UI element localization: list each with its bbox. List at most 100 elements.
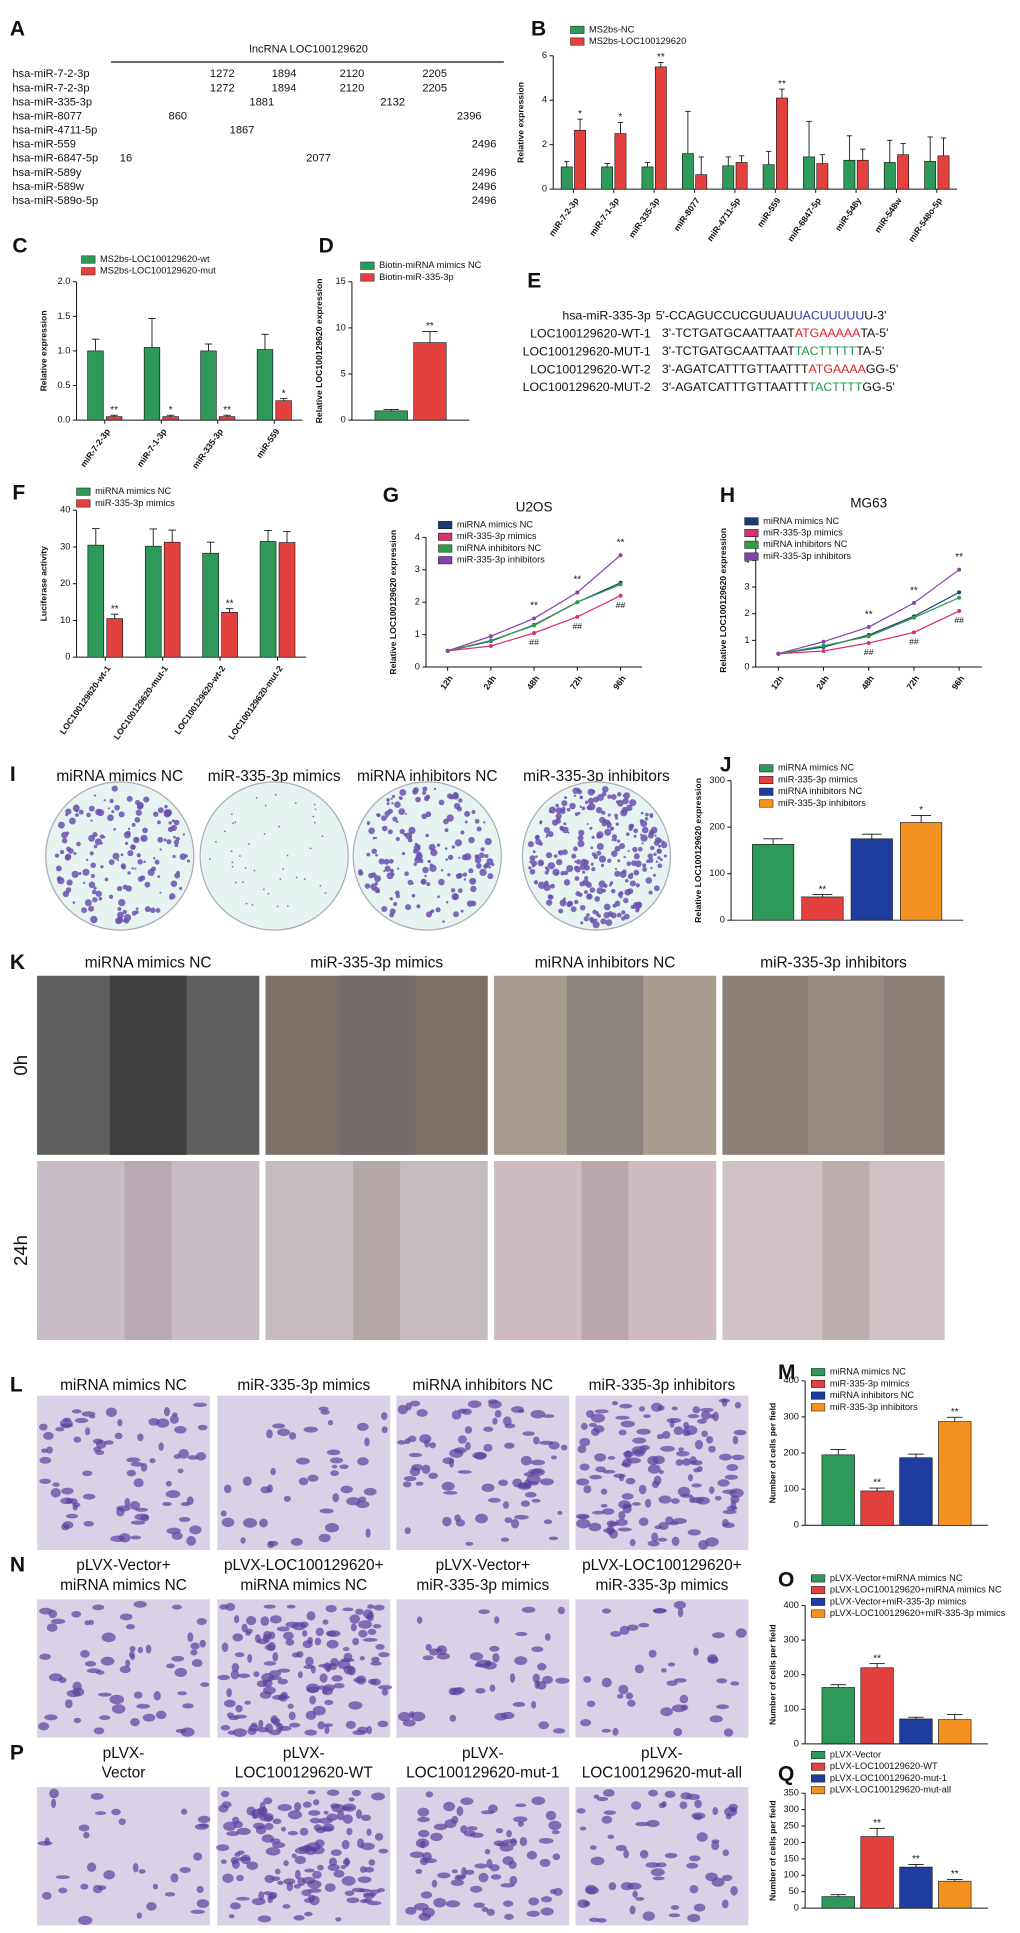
cell [494, 1616, 500, 1624]
cell [191, 1659, 203, 1667]
image-label: pLVX- [462, 1745, 504, 1762]
cell [309, 1695, 316, 1705]
row-label: 0h [10, 1055, 31, 1076]
colony [109, 798, 114, 804]
cell [402, 1481, 412, 1488]
colony [445, 858, 448, 861]
cell [78, 1915, 93, 1926]
cell [532, 1673, 540, 1683]
colony [376, 813, 379, 817]
colony [98, 896, 103, 901]
cell [397, 1440, 407, 1445]
cell [136, 1703, 150, 1709]
cell [297, 1671, 303, 1679]
cell [696, 1832, 708, 1842]
cell [133, 1600, 147, 1608]
cell [485, 1660, 492, 1667]
cell [328, 1857, 338, 1867]
colony [614, 813, 618, 818]
cell [232, 1728, 247, 1737]
y-tick-label: 300 [784, 1635, 799, 1645]
bar [614, 133, 627, 190]
colony [75, 813, 79, 817]
colony [607, 858, 612, 863]
colony [657, 856, 661, 860]
cell [730, 1807, 737, 1813]
image-label: miR-335-3p inhibitors [589, 1377, 736, 1394]
cell [474, 1663, 484, 1668]
cell [722, 1874, 733, 1882]
cell [661, 1668, 667, 1673]
cell [618, 1473, 625, 1482]
cell [689, 1885, 699, 1894]
colony [154, 859, 160, 865]
x-tick-label: miR-7-1-3p [587, 196, 621, 238]
cell [603, 1810, 617, 1815]
cell [429, 1648, 439, 1656]
cell [650, 1868, 665, 1877]
colony [143, 796, 150, 803]
colony [484, 854, 489, 859]
site-position: 1894 [272, 82, 297, 94]
cell [71, 1610, 82, 1618]
colony [594, 896, 601, 902]
cell [615, 1844, 627, 1852]
cell [409, 1400, 421, 1407]
bar [883, 162, 896, 190]
cell [302, 1801, 312, 1808]
cell [247, 1654, 253, 1663]
cell [486, 1858, 493, 1869]
colony [563, 822, 567, 826]
colony [633, 869, 640, 876]
colony [103, 835, 106, 839]
site-position: 2496 [472, 181, 497, 193]
image-label: miR-335-3p mimics [595, 1577, 728, 1594]
colony [422, 866, 429, 874]
cell [504, 1517, 513, 1524]
cell [363, 1487, 377, 1496]
colony [623, 855, 626, 859]
cell [513, 1816, 528, 1823]
bar [221, 612, 238, 658]
bar [860, 1836, 894, 1909]
legend-swatch [744, 529, 759, 538]
colony [120, 863, 126, 869]
cell [193, 1402, 207, 1407]
site-position: 2205 [422, 68, 447, 80]
x-tick-label: miR-559 [755, 196, 783, 229]
colony [596, 793, 604, 801]
colony [375, 889, 380, 894]
colony [117, 859, 120, 862]
colony [653, 873, 657, 877]
cell [129, 1645, 136, 1653]
panel-letter: J [720, 753, 732, 776]
colony [93, 886, 97, 890]
cell [228, 1715, 240, 1721]
colony [438, 878, 445, 886]
cell [405, 1906, 417, 1915]
cell [707, 1654, 718, 1663]
cell [730, 1886, 738, 1896]
site-position: 2120 [340, 82, 365, 94]
colony [176, 870, 180, 875]
cell [498, 1479, 509, 1486]
cell [246, 1806, 256, 1816]
cell [580, 1422, 588, 1430]
colony [657, 863, 663, 869]
cell [697, 1418, 707, 1424]
cell [265, 1847, 281, 1856]
site-position: 16 [120, 153, 132, 165]
colony [468, 836, 475, 844]
cell [235, 1704, 243, 1713]
cell [231, 1859, 240, 1869]
colony [543, 883, 551, 892]
cell [332, 1493, 340, 1503]
colony [416, 904, 421, 909]
colony [391, 794, 396, 798]
wound-gap [566, 975, 644, 1155]
colony [90, 819, 93, 822]
significance: ** [873, 1653, 881, 1664]
cell [557, 1606, 565, 1615]
cell [689, 1496, 696, 1504]
cell [454, 1687, 466, 1694]
